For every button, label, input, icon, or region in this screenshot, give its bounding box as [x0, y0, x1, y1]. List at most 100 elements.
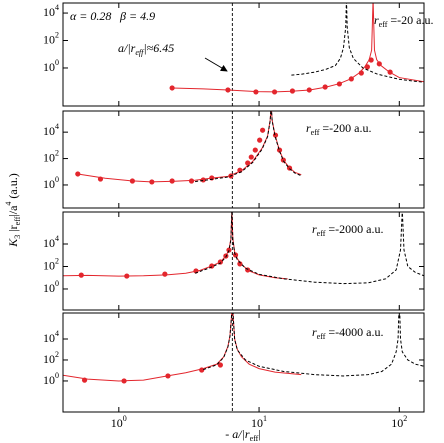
y-tick-label-base: 10 [43, 373, 55, 387]
data-point [129, 178, 136, 184]
y-tick-label-exponent: 4 [55, 3, 59, 12]
y-tick-label-base: 10 [43, 258, 55, 272]
panel-label-part: =-4000 a.u. [325, 325, 383, 339]
data-point [376, 61, 382, 67]
data-point [169, 178, 175, 184]
panel-frame [62, 312, 425, 413]
y-tick-label: 102 [43, 31, 59, 46]
y-tick-label-exponent: 2 [55, 257, 59, 266]
annotation-arrow [204, 57, 228, 72]
panel-label-part: r [306, 121, 311, 135]
x-tick-label: 102 [391, 414, 407, 429]
annotation-sub: eff [135, 48, 145, 57]
data-point [188, 178, 195, 184]
y-axis-label: K3 |reff|/a4 (a.u.) [4, 173, 22, 248]
data-point [81, 377, 88, 383]
data-point [149, 179, 155, 185]
data-point [322, 84, 328, 90]
y-tick-label: 104 [43, 3, 59, 18]
data-point [306, 87, 312, 93]
x-tick-label: 101 [251, 414, 267, 429]
annotation-part: |≈6.45 [143, 41, 174, 55]
y-tick-label-exponent: 0 [55, 371, 59, 380]
plot-area [63, 313, 424, 412]
data-point [257, 137, 263, 143]
dashed-curve [195, 111, 302, 183]
data-point [97, 176, 104, 182]
data-point [271, 89, 278, 95]
annotation-part: a/|r [118, 41, 136, 55]
fit-curve [77, 111, 302, 183]
x-tick-label-exponent: 2 [403, 414, 407, 423]
x-tick-label-base: 10 [111, 416, 123, 430]
y-tick-label: 102 [43, 257, 59, 272]
data-point [368, 57, 374, 63]
y-tick-label-base: 10 [43, 5, 55, 19]
panel-frame [62, 110, 425, 209]
panel-label-sub: eff [317, 332, 326, 341]
panel-label-part: r [312, 222, 317, 236]
data-point [217, 362, 223, 368]
y-tick-label-base: 10 [43, 32, 55, 46]
y-tick-label: 104 [43, 234, 59, 249]
data-point [260, 127, 266, 133]
param-alpha: α = 0.28 [70, 9, 111, 23]
data-point [348, 76, 354, 82]
y-label-part: |r [6, 225, 20, 234]
data-point [162, 271, 168, 277]
data-point [200, 177, 206, 183]
data-point [248, 154, 254, 160]
data-point [253, 89, 259, 95]
y-tick-label-exponent: 4 [55, 329, 59, 338]
panel-label-sub: eff [311, 128, 320, 137]
panel-label: reff =-4000 a.u. [312, 325, 384, 342]
y-tick-label-base: 10 [43, 281, 55, 295]
panel-label-part: r [312, 325, 317, 339]
dashed-curve [194, 212, 424, 285]
y-label-sub: 3 [13, 235, 22, 239]
y-label-sup: 4 [4, 202, 13, 206]
x-label-sub: eff [250, 434, 259, 443]
y-tick-label: 100 [43, 279, 59, 294]
data-point [226, 247, 232, 253]
y-label-part: |/a [6, 205, 20, 217]
data-point [276, 147, 283, 153]
dashed-curve [203, 313, 424, 377]
data-point [121, 378, 127, 384]
y-tick-label: 100 [43, 175, 59, 190]
y-tick-label-base: 10 [43, 177, 55, 191]
y-label-part: (a.u.) [6, 173, 20, 201]
data-point [272, 132, 279, 138]
y-tick-label: 102 [43, 350, 59, 365]
y-label-part: K [6, 238, 20, 248]
plot-area [169, 3, 424, 106]
data-point [364, 64, 370, 70]
y-tick-label: 104 [43, 122, 59, 137]
data-point [336, 81, 343, 87]
data-point [165, 373, 171, 379]
panel-frame [62, 2, 425, 107]
y-tick-label-exponent: 4 [55, 122, 59, 131]
param-beta: β = 4.9 [119, 9, 155, 23]
data-point [75, 171, 81, 177]
panel-label-sub: eff [379, 20, 388, 29]
x-axis-label: - a/|reff| [225, 427, 260, 443]
y-tick-label-base: 10 [43, 124, 55, 138]
y-tick-label-exponent: 2 [55, 31, 59, 40]
panel-frame [62, 211, 425, 311]
y-tick-label-base: 10 [43, 236, 55, 250]
y-tick-label-exponent: 0 [55, 58, 59, 67]
panel-label-part: =-20 a.u. [387, 13, 433, 27]
data-point [225, 87, 231, 93]
fit-curve [63, 212, 288, 280]
data-point [358, 70, 364, 76]
y-tick-label-base: 10 [43, 331, 55, 345]
x-label-part: | [258, 427, 260, 441]
y-tick-label-exponent: 4 [55, 234, 59, 243]
data-point [199, 367, 205, 373]
y-tick-label-exponent: 2 [55, 149, 59, 158]
y-tick-label-base: 10 [43, 352, 55, 366]
